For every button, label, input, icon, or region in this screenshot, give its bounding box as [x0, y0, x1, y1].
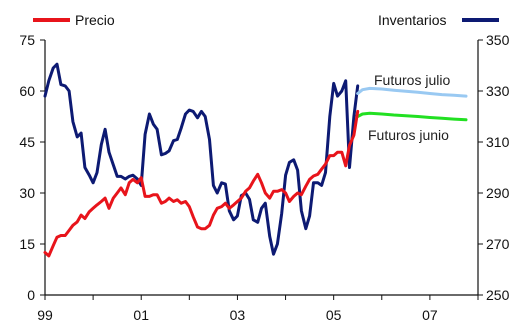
- left-y-tick-label: 60: [19, 83, 35, 99]
- legend-precio-label: Precio: [75, 12, 115, 28]
- x-tick-label: 05: [326, 307, 342, 323]
- left-y-tick-label: 0: [27, 287, 35, 303]
- left-y-tick-label: 15: [19, 236, 35, 252]
- annotation-futuros-julio: Futuros julio: [374, 72, 450, 88]
- legend: Precio Inventarios: [33, 12, 499, 28]
- tick-marks: [40, 39, 483, 300]
- right-y-tick-label: 270: [486, 236, 510, 252]
- annotations: Futuros julio Futuros junio: [368, 72, 450, 143]
- series-line-inventarios: [43, 62, 360, 256]
- x-tick-label: 03: [230, 307, 246, 323]
- series-lines: [43, 62, 468, 258]
- tick-labels: 0 15 30 45 60 75 250 270 290 310 330 350 99 01 03 05 07: [19, 32, 509, 323]
- left-y-tick-label: 75: [19, 32, 35, 48]
- right-y-tick-label: 310: [486, 134, 510, 150]
- left-y-tick-label: 30: [19, 185, 35, 201]
- left-y-tick-label: 45: [19, 134, 35, 150]
- right-y-tick-label: 330: [486, 83, 510, 99]
- right-y-tick-label: 350: [486, 32, 510, 48]
- series-line-futuros-junio: [356, 111, 468, 122]
- x-tick-label: 07: [422, 307, 438, 323]
- annotation-futuros-junio: Futuros junio: [368, 127, 449, 143]
- right-y-tick-label: 290: [486, 185, 510, 201]
- series-line-precio: [43, 109, 360, 258]
- legend-inventarios-label: Inventarios: [378, 12, 446, 28]
- series-line-futuros-julio: [356, 86, 468, 98]
- right-y-tick-label: 250: [486, 287, 510, 303]
- x-tick-label: 01: [133, 307, 149, 323]
- x-tick-label: 99: [37, 307, 53, 323]
